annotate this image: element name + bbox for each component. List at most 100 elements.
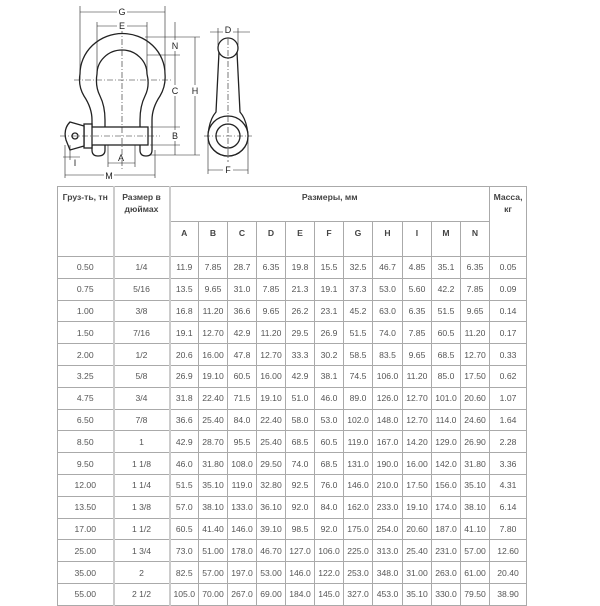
cell-mass: 3.36 bbox=[489, 452, 527, 475]
cell-dim-i: 7.85 bbox=[402, 321, 432, 345]
table-row: 1.50 7/16 19.1 12.70 42.9 11.20 29.5 26.9 51.5 74… bbox=[57, 321, 527, 345]
cell-dim-d: 53.00 bbox=[256, 561, 286, 584]
cell-dim-e: 26.2 bbox=[285, 299, 315, 323]
cell-dim-f: 46.0 bbox=[314, 386, 344, 410]
cell-mass: 0.62 bbox=[489, 364, 527, 388]
label-i: I bbox=[74, 158, 77, 168]
cell-dim-n: 24.60 bbox=[459, 408, 491, 432]
cell-dim-g: 102.0 bbox=[343, 408, 373, 432]
cell-dim-a: 26.9 bbox=[169, 364, 199, 388]
cell-dim-m: 142.0 bbox=[431, 452, 461, 475]
table-row: 6.50 7/8 36.6 25.40 84.0 22.40 58.0 53.0 102.0 14… bbox=[57, 408, 527, 432]
cell-dim-g: 253.0 bbox=[343, 561, 373, 584]
cell-load: 12.00 bbox=[57, 473, 115, 497]
cell-dim-h: 313.0 bbox=[372, 539, 403, 563]
table-row: 1.00 3/8 16.8 11.20 36.6 9.65 26.2 23.1 45.2 63.0… bbox=[57, 299, 527, 323]
cell-dim-a: 19.1 bbox=[169, 321, 199, 345]
cell-dim-h: 148.0 bbox=[372, 408, 403, 432]
cell-dim-i: 17.50 bbox=[402, 473, 432, 497]
cell-mass: 1.64 bbox=[489, 408, 527, 432]
cell-dim-f: 26.9 bbox=[314, 321, 344, 345]
cell-dim-e: 33.3 bbox=[285, 343, 315, 366]
cell-mass: 0.09 bbox=[489, 277, 527, 301]
cell-dim-n: 6.35 bbox=[459, 256, 491, 279]
cell-dim-a: 20.6 bbox=[169, 343, 199, 366]
label-n: N bbox=[172, 41, 179, 51]
cell-dim-b: 25.40 bbox=[198, 408, 228, 432]
cell-dim-n: 61.00 bbox=[459, 561, 491, 584]
cell-dim-b: 28.70 bbox=[198, 430, 228, 454]
cell-dim-m: 114.0 bbox=[431, 408, 461, 432]
cell-dim-e: 58.0 bbox=[285, 408, 315, 432]
cell-dim-n: 20.60 bbox=[459, 386, 491, 410]
label-a: A bbox=[118, 153, 124, 163]
table-row: 25.00 1 3/4 73.0 51.00 178.0 46.70 127.0 106.0 2… bbox=[57, 539, 527, 563]
cell-dim-g: 327.0 bbox=[343, 582, 373, 606]
cell-dim-m: 85.0 bbox=[431, 364, 461, 388]
cell-dim-h: 126.0 bbox=[372, 386, 403, 410]
table-row: 17.00 1 1/2 60.5 41.40 146.0 39.10 98.5 92.0 175… bbox=[57, 517, 527, 541]
cell-dim-a: 13.5 bbox=[169, 277, 199, 301]
cell-dim-h: 453.0 bbox=[372, 582, 403, 606]
cell-dim-h: 167.0 bbox=[372, 430, 403, 454]
cell-dim-h: 46.7 bbox=[372, 256, 403, 279]
cell-size: 3/8 bbox=[113, 299, 171, 323]
cell-dim-f: 15.5 bbox=[314, 256, 344, 279]
cell-dim-i: 4.85 bbox=[402, 256, 432, 279]
cell-dim-b: 19.10 bbox=[198, 364, 228, 388]
cell-dim-g: 32.5 bbox=[343, 256, 373, 279]
cell-dim-a: 16.8 bbox=[169, 299, 199, 323]
header-dim-m: M bbox=[431, 221, 461, 257]
cell-dim-c: 95.5 bbox=[227, 430, 257, 454]
cell-load: 4.75 bbox=[57, 386, 115, 410]
cell-dim-a: 42.9 bbox=[169, 430, 199, 454]
cell-dim-e: 92.5 bbox=[285, 473, 315, 497]
cell-dim-f: 92.0 bbox=[314, 517, 344, 541]
cell-mass: 6.14 bbox=[489, 495, 527, 519]
cell-dim-n: 7.85 bbox=[459, 277, 491, 301]
label-h: H bbox=[192, 86, 199, 96]
cell-dim-f: 145.0 bbox=[314, 582, 344, 606]
header-dim-n: N bbox=[459, 221, 491, 257]
header-dim-f: F bbox=[314, 221, 344, 257]
cell-dim-g: 74.5 bbox=[343, 364, 373, 388]
cell-dim-b: 7.85 bbox=[198, 256, 228, 279]
shackle-front-view bbox=[64, 32, 249, 157]
cell-dim-f: 30.2 bbox=[314, 343, 344, 366]
label-e: E bbox=[119, 21, 125, 31]
cell-dim-c: 60.5 bbox=[227, 364, 257, 388]
cell-dim-g: 58.5 bbox=[343, 343, 373, 366]
cell-size: 1 1/4 bbox=[113, 473, 171, 497]
cell-dim-e: 21.3 bbox=[285, 277, 315, 301]
cell-load: 2.00 bbox=[57, 343, 115, 366]
cell-dim-i: 12.70 bbox=[402, 408, 432, 432]
cell-dim-n: 38.10 bbox=[459, 495, 491, 519]
cell-dim-e: 146.0 bbox=[285, 561, 315, 584]
table-row: 12.00 1 1/4 51.5 35.10 119.0 32.80 92.5 76.0 146… bbox=[57, 473, 527, 497]
cell-dim-i: 25.40 bbox=[402, 539, 432, 563]
label-b: B bbox=[172, 131, 178, 141]
cell-dim-c: 119.0 bbox=[227, 473, 257, 497]
cell-dim-h: 348.0 bbox=[372, 561, 403, 584]
cell-dim-f: 53.0 bbox=[314, 408, 344, 432]
cell-dim-b: 9.65 bbox=[198, 277, 228, 301]
cell-size: 5/8 bbox=[113, 364, 171, 388]
cell-load: 8.50 bbox=[57, 430, 115, 454]
cell-dim-f: 122.0 bbox=[314, 561, 344, 584]
cell-dim-g: 131.0 bbox=[343, 452, 373, 475]
table-row: 9.50 1 1/8 46.0 31.80 108.0 29.50 74.0 68.5 131.… bbox=[57, 452, 527, 475]
cell-load: 9.50 bbox=[57, 452, 115, 475]
header-dim-i: I bbox=[402, 221, 432, 257]
cell-dim-a: 73.0 bbox=[169, 539, 199, 563]
cell-dim-h: 53.0 bbox=[372, 277, 403, 301]
label-d: D bbox=[225, 25, 232, 35]
cell-dim-c: 84.0 bbox=[227, 408, 257, 432]
cell-dim-a: 31.8 bbox=[169, 386, 199, 410]
table-row: 2.00 1/2 20.6 16.00 47.8 12.70 33.3 30.2 58.5 83.… bbox=[57, 343, 527, 366]
cell-size: 7/16 bbox=[113, 321, 171, 345]
cell-dim-b: 51.00 bbox=[198, 539, 228, 563]
cell-dim-n: 17.50 bbox=[459, 364, 491, 388]
header-dim-a: A bbox=[169, 221, 199, 257]
cell-dim-m: 129.0 bbox=[431, 430, 461, 454]
cell-mass: 12.60 bbox=[489, 539, 527, 563]
